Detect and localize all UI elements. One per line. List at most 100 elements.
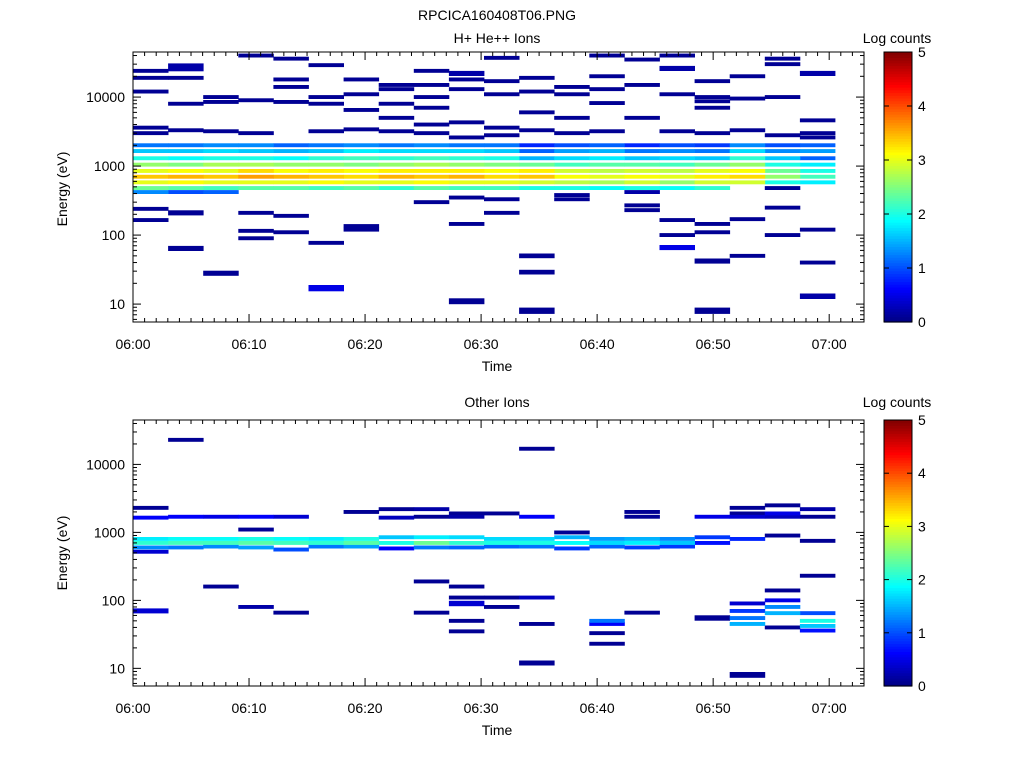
colorbar-swatch	[884, 184, 912, 188]
colorbar-swatch	[884, 281, 912, 285]
colorbar-swatch	[884, 422, 912, 426]
colorbar-swatch	[884, 542, 912, 546]
colorbar-swatch	[884, 555, 912, 559]
spectrogram-cell	[238, 180, 274, 185]
spectrogram-cell	[624, 203, 660, 208]
spectrogram-cell	[554, 156, 590, 161]
spectrogram-cell	[519, 622, 555, 626]
spectrogram-cell	[729, 622, 766, 626]
spectrogram-cell	[448, 535, 485, 540]
spectrogram-cell	[308, 544, 344, 549]
colorbar-swatch	[884, 100, 912, 104]
colorbar-swatch	[884, 200, 912, 204]
spectrogram-cell	[238, 541, 274, 545]
colorbar-swatch	[884, 211, 912, 215]
spectrogram-cell	[448, 541, 485, 545]
y-tick-label: 10000	[86, 456, 125, 472]
colorbar-swatch	[884, 189, 912, 193]
colorbar-swatch	[884, 311, 912, 315]
spectrogram-cell	[589, 186, 625, 190]
spectrogram-cell	[554, 149, 590, 153]
x-tick-label: 06:40	[580, 700, 615, 716]
spectrogram-cell	[413, 507, 450, 512]
colorbar-swatch	[884, 624, 912, 629]
spectrogram-cell	[378, 507, 415, 512]
colorbar-swatch	[884, 157, 912, 161]
spectrogram-cell	[343, 174, 380, 179]
spectrogram-cell	[378, 149, 415, 153]
spectrogram-cell	[694, 222, 731, 226]
colorbar-swatch	[884, 568, 912, 573]
colorbar-swatch	[884, 297, 912, 301]
spectrogram-cell	[484, 169, 520, 173]
spectrogram-cell	[133, 505, 169, 510]
spectrogram-cell	[484, 180, 520, 185]
spectrogram-cell	[554, 115, 590, 120]
spectrogram-cell	[764, 149, 801, 153]
colorbar-swatch	[884, 257, 912, 261]
colorbar-swatch	[884, 313, 912, 318]
colorbar-swatch	[884, 648, 912, 653]
colorbar-tick-label: 5	[918, 412, 926, 428]
spectrogram-cell	[729, 601, 766, 606]
spectrogram-cell	[764, 95, 801, 99]
colorbar-swatch	[884, 230, 912, 234]
colorbar-swatch	[884, 640, 912, 645]
colorbar-swatch	[884, 590, 912, 594]
spectrogram-cell	[799, 293, 836, 299]
colorbar-swatch	[884, 614, 912, 618]
colorbar-swatch	[884, 630, 912, 634]
spectrogram-cell	[624, 174, 660, 179]
spectrogram-cell	[343, 127, 380, 132]
spectrogram-cell	[133, 180, 169, 185]
spectrogram-cell	[694, 169, 731, 173]
spectrogram-cell	[133, 125, 169, 130]
spectrogram-cell	[519, 514, 555, 519]
colorbar-tick-label: 3	[918, 518, 926, 534]
spectrogram-cell	[168, 537, 204, 541]
spectrogram-cell	[484, 162, 520, 167]
colorbar-swatch	[884, 87, 912, 91]
x-tick-label: 06:00	[115, 336, 150, 352]
colorbar-swatch	[884, 270, 912, 274]
spectrogram-cell	[519, 75, 555, 80]
colorbar-swatch	[884, 273, 912, 277]
colorbar-swatch	[884, 133, 912, 137]
spectrogram-cell	[413, 610, 450, 615]
spectrogram-cell	[694, 258, 731, 264]
colorbar-tick-label: 0	[918, 678, 926, 694]
spectrogram-cell	[238, 174, 274, 179]
spectrogram-cell	[273, 537, 309, 541]
spectrogram-cell	[764, 233, 801, 237]
y-axis-label: Energy (eV)	[54, 152, 70, 227]
colorbar-swatch	[884, 232, 912, 237]
y-axis: 10 100 1000 10000	[86, 422, 864, 684]
spectrogram-cell	[554, 186, 590, 190]
spectrogram-cell	[378, 541, 415, 545]
spectrogram-cell	[589, 622, 625, 626]
spectrogram-cell	[273, 143, 309, 148]
spectrogram-cell	[764, 56, 801, 61]
spectrogram-cell	[659, 65, 695, 71]
spectrogram-cell	[413, 535, 450, 540]
spectrogram-cell	[799, 149, 836, 153]
spectrogram-cell	[764, 169, 801, 173]
spectrogram-cell	[133, 545, 169, 550]
spectrogram-cell	[168, 128, 204, 133]
spectrogram-cell	[484, 541, 520, 545]
spectrogram-cell	[413, 180, 450, 185]
spectrogram-cell	[799, 143, 836, 148]
spectrogram-cell	[624, 180, 660, 185]
spectrogram-cell	[589, 537, 625, 541]
colorbar-swatch	[884, 483, 912, 488]
spectrogram-cell	[448, 584, 485, 589]
spectrogram-cell	[624, 169, 660, 173]
spectrogram-cell	[448, 629, 485, 634]
spectrogram-cell	[729, 74, 766, 79]
colorbar-swatch	[884, 670, 912, 674]
spectrogram-cell	[659, 541, 695, 545]
spectrogram-cell	[799, 70, 836, 76]
colorbar-swatch	[884, 238, 912, 242]
spectrogram-cell	[203, 100, 239, 104]
